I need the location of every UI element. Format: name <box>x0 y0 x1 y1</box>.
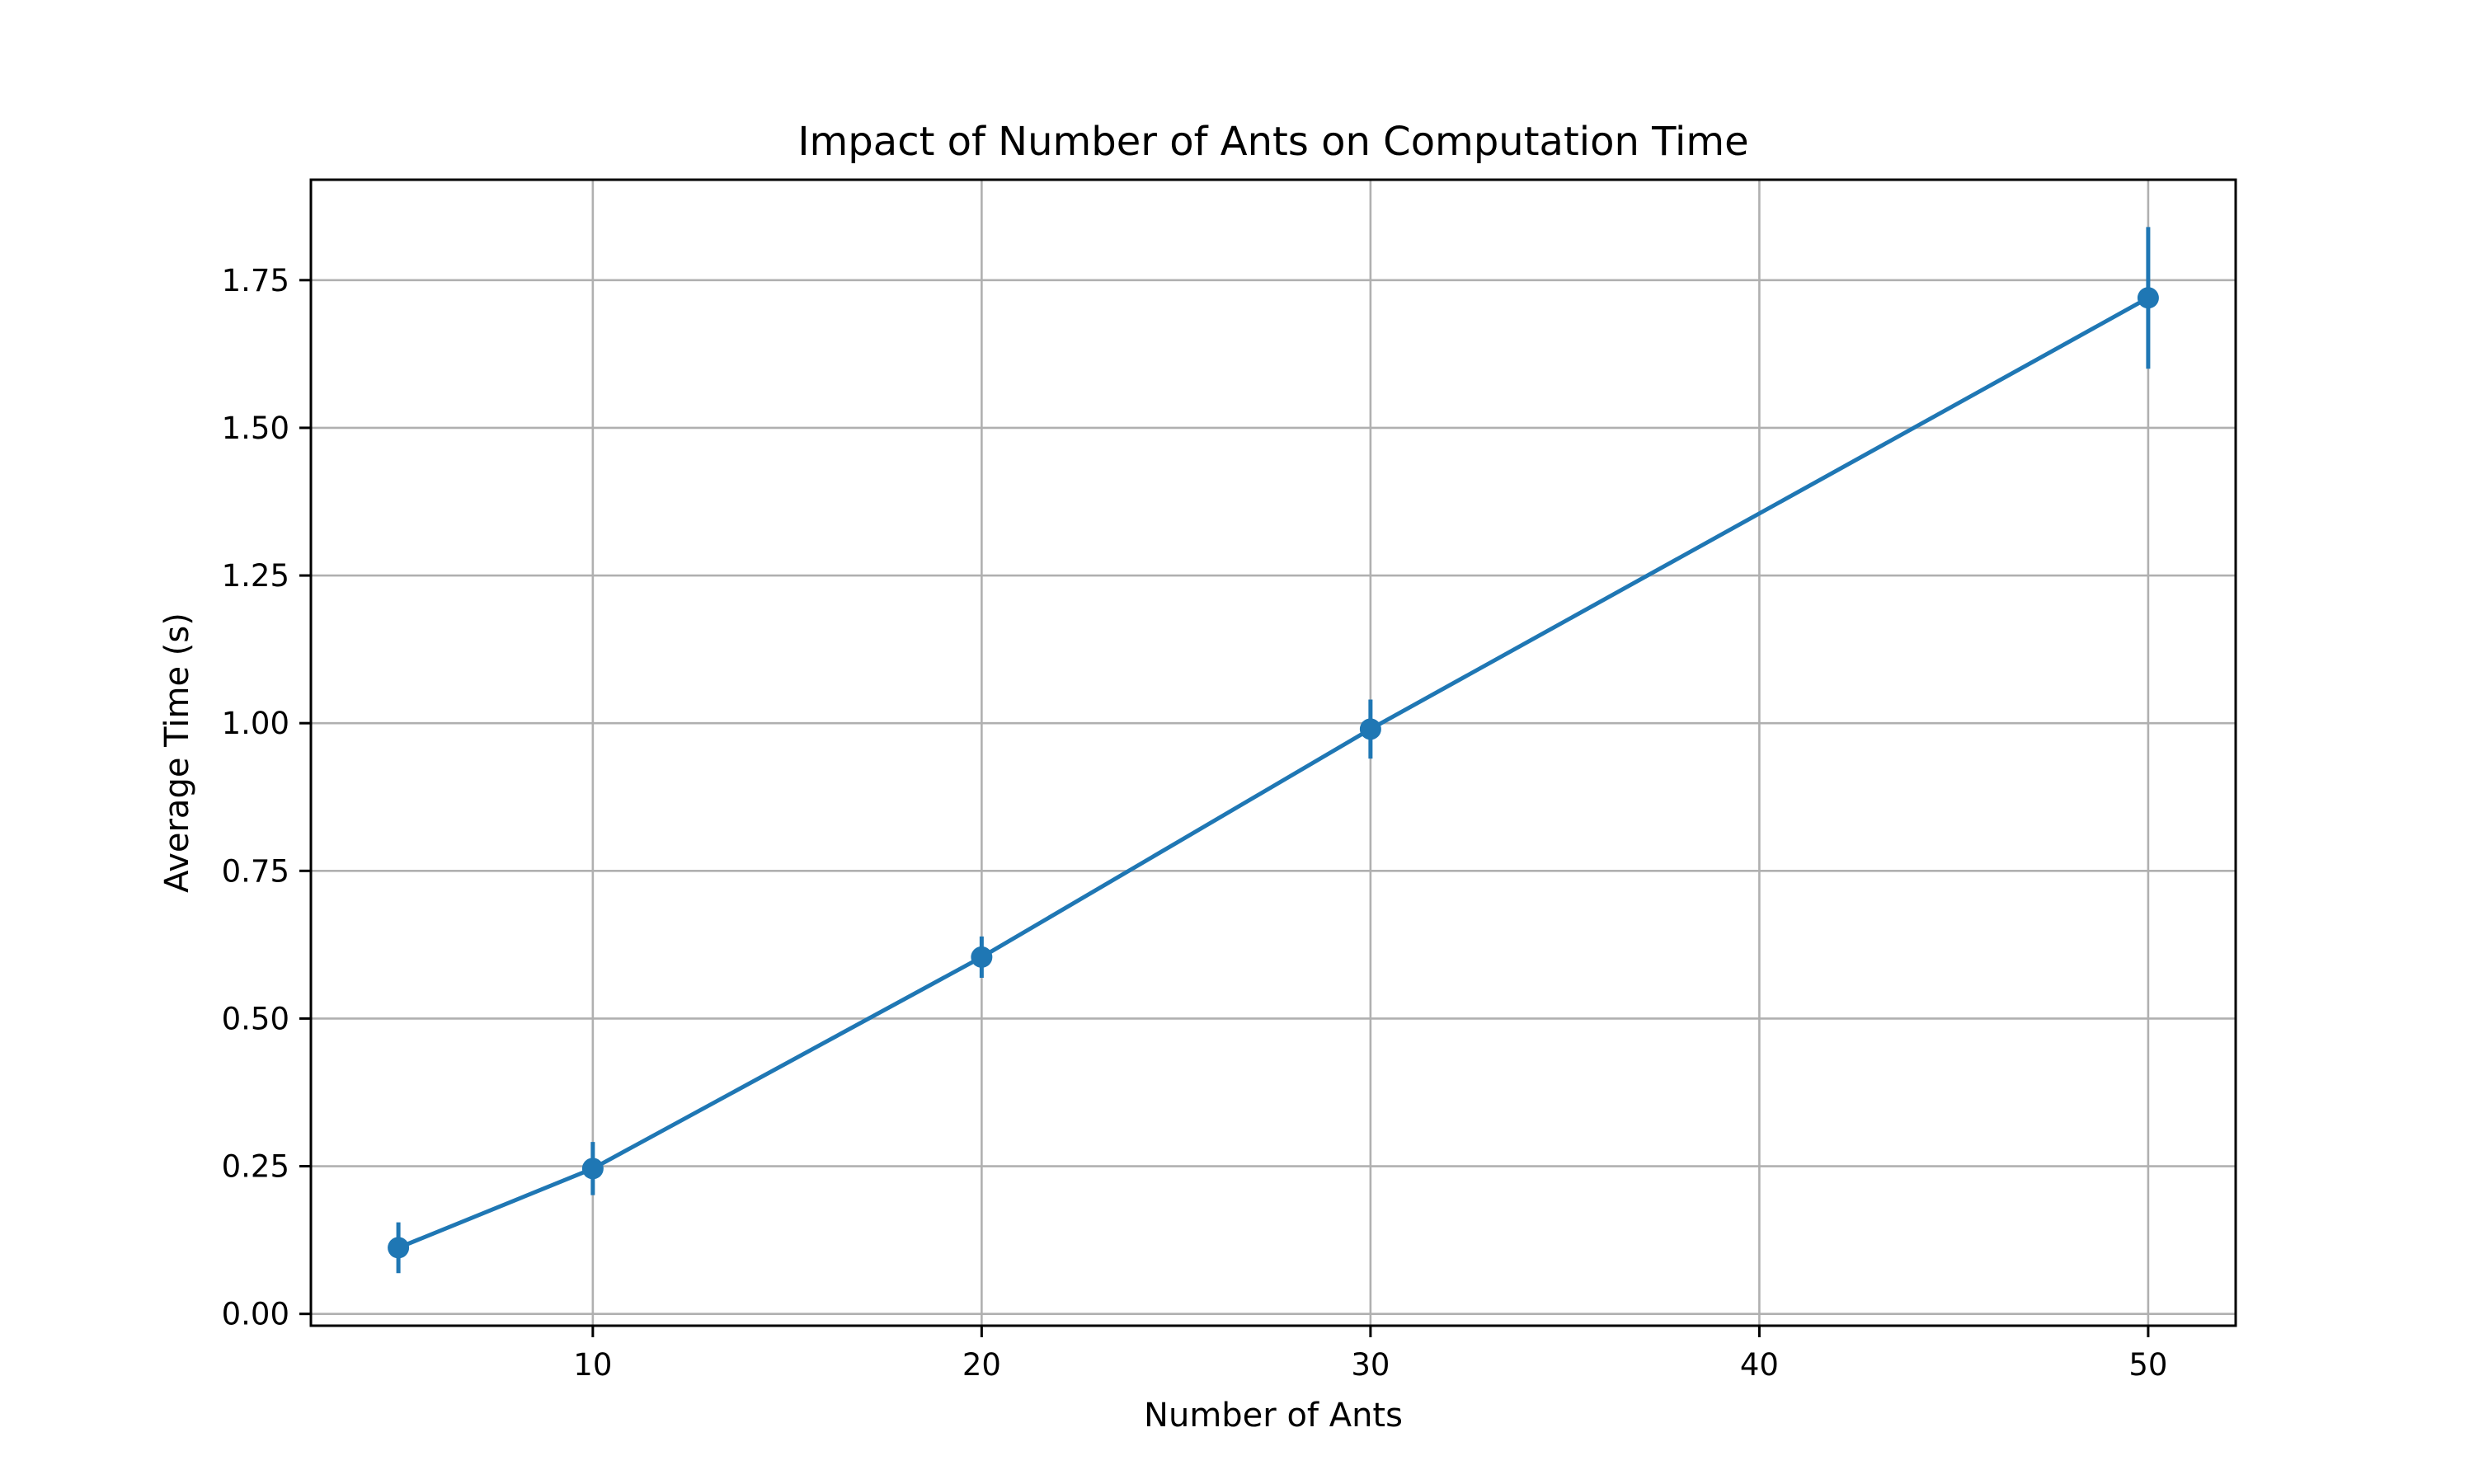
series-line <box>397 296 2150 1250</box>
y-tick-label: 0.50 <box>222 1001 289 1036</box>
tick-layer: 10 20 30 40 50 0.00 0.25 0.50 0.75 1.00 1.25 1.50 1.… <box>222 263 2168 1383</box>
plot-frame <box>309 178 2237 1327</box>
data-point <box>1359 718 1381 740</box>
data-point <box>388 1237 410 1259</box>
y-tick-label: 0.75 <box>222 853 289 889</box>
grid-layer <box>311 180 2236 1326</box>
data-point <box>2137 287 2159 309</box>
chart-title: Impact of Number of Ants on Computation … <box>797 119 1748 165</box>
x-tick-label: 30 <box>1351 1347 1390 1383</box>
y-tick-label: 0.00 <box>222 1297 289 1332</box>
data-point <box>971 946 993 968</box>
x-tick-label: 40 <box>1740 1347 1779 1383</box>
y-tick-label: 1.50 <box>222 411 289 446</box>
x-tick-label: 10 <box>573 1347 612 1383</box>
y-axis-label: Average Time (s) <box>158 613 196 893</box>
y-tick-label: 1.25 <box>222 558 289 594</box>
x-tick-label: 20 <box>962 1347 1001 1383</box>
data-point <box>581 1158 604 1180</box>
y-tick-label: 1.00 <box>222 706 289 741</box>
x-tick-label: 50 <box>2128 1347 2167 1383</box>
y-tick-label: 0.25 <box>222 1149 289 1185</box>
x-axis-label: Number of Ants <box>1144 1397 1403 1435</box>
series-layer <box>388 227 2159 1274</box>
y-tick-label: 1.75 <box>222 263 289 298</box>
